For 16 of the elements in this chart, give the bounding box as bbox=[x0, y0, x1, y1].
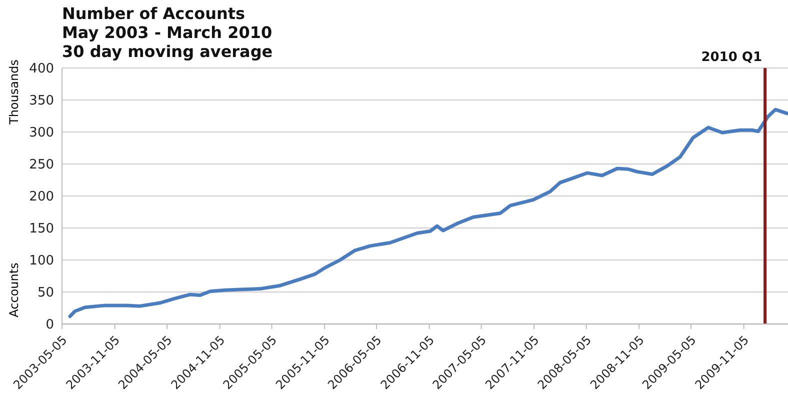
y-tick-label: 0 bbox=[46, 318, 54, 333]
chart-title: Number of Accounts bbox=[62, 4, 246, 23]
y-tick-label: 100 bbox=[29, 254, 54, 269]
ref-line-label: 2010 Q1 bbox=[701, 50, 762, 65]
text: 30 day moving average bbox=[62, 42, 273, 61]
chart-subtitle: May 2003 - March 2010 bbox=[62, 23, 273, 42]
text: Thousands bbox=[7, 60, 21, 124]
y-tick-label: 50 bbox=[37, 286, 54, 301]
y-tick-label: 150 bbox=[29, 222, 54, 237]
y-tick-label: 350 bbox=[29, 94, 54, 109]
y-tick-label: 250 bbox=[29, 158, 54, 173]
y-axis-title: Accounts bbox=[7, 262, 21, 318]
y-tick-label: 400 bbox=[29, 62, 54, 77]
y-tick-label: 200 bbox=[29, 190, 54, 205]
y-tick-label: 300 bbox=[29, 126, 54, 141]
line-series bbox=[68, 108, 788, 318]
